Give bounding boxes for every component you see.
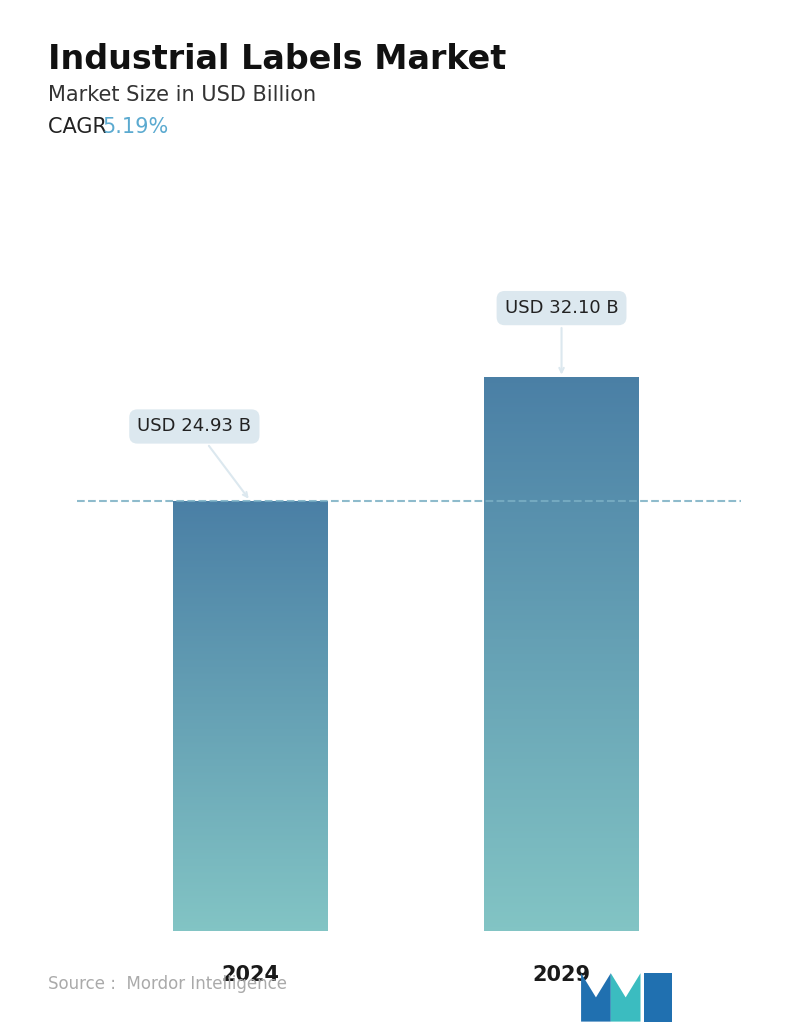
Polygon shape [644,973,672,1022]
Text: Source :  Mordor Intelligence: Source : Mordor Intelligence [48,975,287,993]
Text: 5.19%: 5.19% [102,117,168,136]
Text: Industrial Labels Market: Industrial Labels Market [48,43,506,77]
Text: 2024: 2024 [221,965,279,985]
Text: 2029: 2029 [533,965,591,985]
Text: USD 32.10 B: USD 32.10 B [505,299,618,372]
Text: Market Size in USD Billion: Market Size in USD Billion [48,85,316,104]
Polygon shape [581,973,611,1022]
Polygon shape [611,973,641,1022]
Text: CAGR: CAGR [48,117,113,136]
Text: USD 24.93 B: USD 24.93 B [138,418,252,497]
